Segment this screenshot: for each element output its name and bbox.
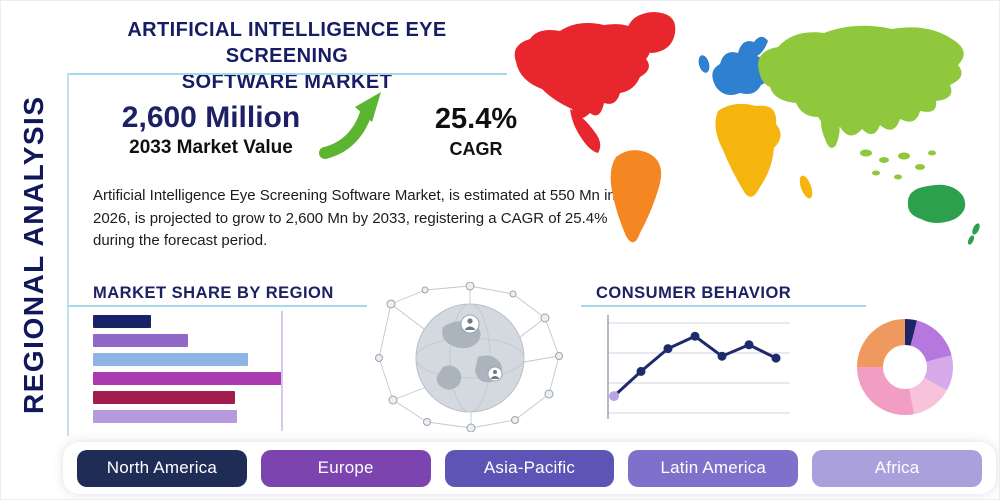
region-donut-chart bbox=[857, 319, 953, 415]
consumer-behavior-line-chart bbox=[598, 307, 798, 429]
bar-4 bbox=[93, 372, 282, 385]
line-point-4 bbox=[690, 331, 700, 341]
chart-gridline bbox=[281, 311, 283, 431]
left-divider bbox=[67, 73, 69, 436]
market-description: Artificial Intelligence Eye Screening So… bbox=[93, 187, 616, 249]
line-point-3 bbox=[663, 344, 673, 354]
map-region-central-america bbox=[570, 109, 601, 153]
line-point-1 bbox=[609, 391, 619, 402]
bar-6 bbox=[93, 410, 238, 423]
map-region-europe bbox=[712, 36, 769, 95]
map-region-australia bbox=[907, 184, 966, 223]
bar-2 bbox=[93, 334, 189, 347]
map-region-se-asia bbox=[860, 149, 936, 180]
legend-button-latin-america[interactable]: Latin America bbox=[628, 449, 799, 487]
section-title-consumer-behavior: CONSUMER BEHAVIOR bbox=[596, 284, 792, 302]
map-region-asia bbox=[758, 25, 964, 136]
bar-1 bbox=[93, 315, 151, 328]
map-region-greenland bbox=[626, 12, 676, 53]
bar-5 bbox=[93, 391, 236, 404]
region-legend: North America Europe Asia-Pacific Latin Ame… bbox=[63, 442, 996, 494]
market-share-bar-chart bbox=[93, 311, 318, 431]
map-region-new-zealand bbox=[967, 223, 980, 245]
legend-button-north-america[interactable]: North America bbox=[77, 449, 247, 487]
cagr-caption: CAGR bbox=[449, 139, 503, 159]
section-divider-right bbox=[581, 305, 866, 307]
cagr-value: 25.4% bbox=[434, 103, 518, 135]
growth-arrow-icon bbox=[317, 87, 389, 165]
line-point-6 bbox=[744, 340, 754, 350]
map-region-madagascar bbox=[799, 175, 813, 199]
page-title-line2: SOFTWARE MARKET bbox=[181, 71, 393, 93]
title-divider bbox=[67, 73, 507, 75]
market-value: 2,600 Million bbox=[121, 101, 301, 134]
legend-button-africa[interactable]: Africa bbox=[812, 449, 982, 487]
map-region-north-america bbox=[514, 23, 651, 119]
page-title-line1: ARTIFICIAL INTELLIGENCE EYE SCREENING bbox=[127, 19, 447, 67]
page-title: ARTIFICIAL INTELLIGENCE EYE SCREENING SO… bbox=[67, 17, 507, 95]
vertical-section-title: REGIONAL ANALYSIS bbox=[18, 95, 49, 415]
line-point-7 bbox=[771, 353, 781, 363]
map-region-africa bbox=[715, 103, 781, 197]
map-region-uk bbox=[698, 55, 710, 73]
section-divider-left bbox=[67, 305, 367, 307]
map-region-india bbox=[821, 113, 840, 148]
world-map bbox=[504, 7, 996, 267]
donut-hole bbox=[883, 345, 927, 389]
line-point-5 bbox=[717, 351, 727, 361]
map-region-south-america bbox=[610, 150, 662, 243]
map-region-japan bbox=[944, 62, 958, 89]
section-title-market-share: MARKET SHARE BY REGION bbox=[93, 284, 334, 302]
legend-button-asia-pacific[interactable]: Asia-Pacific bbox=[444, 449, 615, 487]
market-value-caption: 2033 Market Value bbox=[129, 137, 293, 158]
bar-3 bbox=[93, 353, 249, 366]
line-point-2 bbox=[636, 366, 646, 376]
legend-button-europe[interactable]: Europe bbox=[260, 449, 431, 487]
globe-network-icon bbox=[373, 281, 568, 433]
